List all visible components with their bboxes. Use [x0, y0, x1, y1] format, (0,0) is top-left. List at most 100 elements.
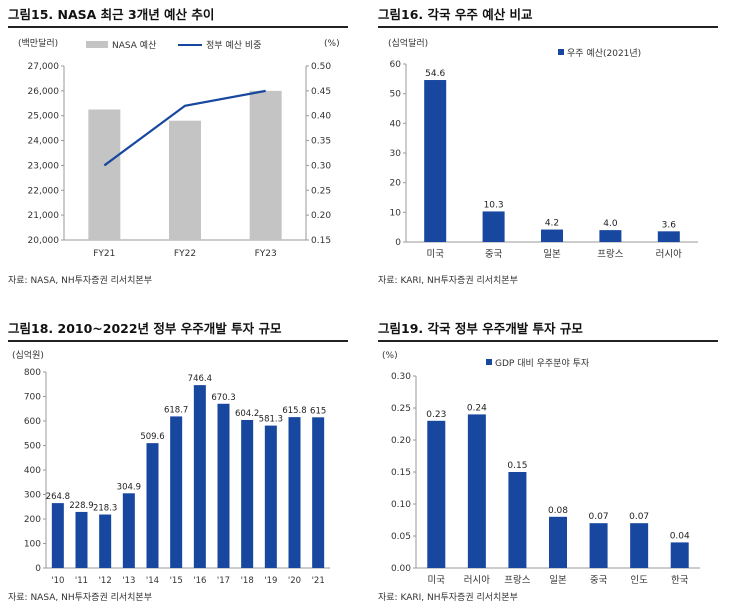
legend-swatch: [486, 359, 492, 365]
y-tick-label: 0.30: [391, 372, 411, 382]
y-axis-label: (십억원): [12, 349, 44, 361]
data-label: 54.6: [425, 69, 445, 79]
bar: [482, 211, 505, 242]
bar: [549, 516, 567, 568]
x-tick-label: '21: [312, 576, 325, 586]
data-label: 615: [310, 406, 326, 416]
bar: [264, 425, 277, 568]
series-line: [103, 89, 266, 167]
chart-space-budget-by-country: (십억달러) 우주 예산(2021년) 0 10 20 30 40 50 60 54.6 미국 10.…: [388, 37, 698, 260]
chart-gdp-space-investment: (%) GDP 대비 우주분야 투자 0.00 0.05 0.10 0.15 0.20 0.2…: [382, 351, 700, 586]
y-tick-label: 0.20: [391, 436, 411, 446]
data-label: 746.4: [188, 374, 212, 384]
y-tick-label: 600: [24, 417, 41, 427]
source-note: 자료: KARI, NH투자증권 리서치본부: [378, 593, 518, 603]
x-tick-label: 러시아: [464, 575, 490, 586]
bar: [99, 514, 112, 568]
data-label: 0.24: [467, 403, 487, 413]
chart-nasa-budget: (백만달러) (%) NASA 예산 정부 예산 비중 20,000 21,000 22,0…: [18, 37, 340, 259]
data-label: 10.3: [484, 200, 504, 210]
y-tick-label: 800: [24, 368, 41, 378]
data-label: 228.9: [69, 501, 93, 511]
x-tick-label: FY22: [174, 249, 196, 259]
bar: [249, 90, 282, 240]
bar: [467, 414, 486, 568]
legend-label: NASA 예산: [112, 40, 156, 51]
data-label: 0.07: [629, 512, 649, 522]
x-tick-label: 중국: [590, 575, 608, 586]
x-tick-label: '11: [75, 576, 88, 586]
x-tick-label: 미국: [426, 249, 444, 260]
y-tick-label: 10: [390, 208, 402, 218]
legend-swatch-bar: [86, 41, 108, 48]
bar: [589, 523, 608, 568]
bar: [541, 229, 563, 242]
data-label: 0.04: [670, 531, 690, 541]
y2-tick-label: 0.20: [311, 211, 331, 221]
bar: [146, 443, 159, 568]
data-label: 0.15: [507, 461, 527, 471]
bar: [508, 472, 527, 568]
y-tick-label: 23,000: [28, 161, 60, 171]
bar: [599, 230, 622, 242]
y-tick-label: 20,000: [28, 236, 60, 246]
data-label: 604.2: [235, 409, 259, 419]
y-tick-label: 20: [390, 179, 402, 189]
y2-tick-label: 0.50: [311, 62, 331, 72]
bar: [169, 120, 201, 240]
chart-title: 그림18. 2010~2022년 정부 우주개발 투자 규모: [8, 321, 282, 336]
y-tick-label: 40: [390, 119, 402, 129]
title-rule: [378, 340, 718, 342]
y-tick-label: 21,000: [28, 211, 60, 221]
bar: [75, 511, 88, 568]
bar: [657, 231, 680, 242]
y-tick-label: 500: [24, 442, 41, 452]
y-tick-label: 100: [24, 540, 41, 550]
x-tick-label: '15: [170, 576, 183, 586]
x-tick-label: '14: [146, 576, 159, 586]
y-tick-label: 200: [24, 515, 41, 525]
x-tick-label: FY21: [93, 249, 115, 259]
legend-label: GDP 대비 우주분야 투자: [495, 358, 590, 369]
x-tick-label: '16: [193, 576, 206, 586]
y-tick-label: 50: [390, 90, 402, 100]
data-label: 509.6: [140, 432, 164, 442]
y2-tick-label: 0.35: [311, 137, 331, 147]
y-axis-label: (%): [382, 351, 398, 361]
data-label: 618.7: [164, 405, 188, 415]
x-tick-label: 일본: [543, 249, 561, 260]
x-tick-label: '17: [217, 576, 230, 586]
bar: [122, 493, 135, 568]
y2-tick-label: 0.15: [311, 236, 331, 246]
y-tick-label: 700: [24, 393, 41, 403]
title-rule: [8, 340, 348, 342]
bar: [170, 416, 183, 568]
bar: [312, 417, 325, 568]
bar: [427, 420, 446, 568]
chart-title: 그림19. 각국 정부 우주개발 투자 규모: [378, 321, 583, 336]
x-tick-label: 한국: [671, 575, 689, 586]
x-tick-label: FY23: [255, 249, 277, 259]
bar: [241, 419, 254, 568]
y-tick-label: 400: [24, 466, 41, 476]
y-tick-label: 0.00: [391, 564, 411, 574]
bar: [630, 523, 649, 568]
bar: [193, 385, 206, 568]
bar: [288, 417, 301, 568]
source-note: 자료: KARI, NH투자증권 리서치본부: [378, 276, 518, 286]
data-label: 0.08: [548, 506, 568, 516]
y-tick-label: 27,000: [28, 62, 60, 72]
panel-nasa-budget: 그림15. NASA 최근 3개년 예산 추이 (백만달러) (%) NASA 예산…: [8, 4, 348, 289]
legend-label: 정부 예산 비중: [206, 40, 261, 51]
y-tick-label: 24,000: [28, 137, 60, 147]
data-label: 304.9: [117, 482, 141, 492]
y2-tick-label: 0.30: [311, 161, 331, 171]
legend-swatch: [558, 49, 564, 55]
y-tick-label: 26,000: [28, 87, 60, 97]
y-tick-label: 0: [395, 238, 401, 248]
x-tick-label: 프랑스: [597, 248, 623, 260]
data-label: 0.07: [589, 512, 609, 522]
y-tick-label: 60: [390, 60, 402, 70]
data-label: 4.2: [545, 219, 559, 229]
chart-title: 그림16. 각국 우주 예산 비교: [378, 7, 533, 22]
